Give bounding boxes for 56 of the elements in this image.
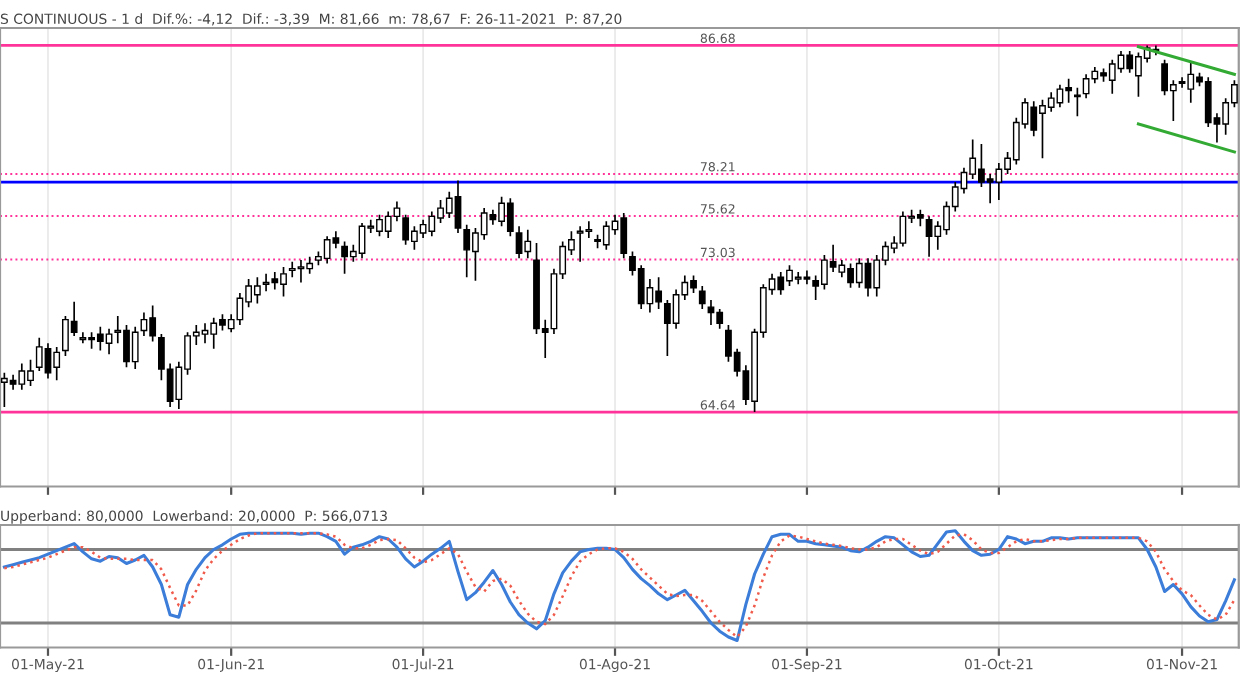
candlestick [384,210,392,239]
candlestick [463,223,471,279]
candlestick [986,173,994,205]
candlestick [585,220,593,239]
candlestick [131,326,139,370]
candlestick [803,269,811,286]
candlestick [515,225,523,260]
candlestick [1161,58,1169,96]
candlestick [620,212,628,260]
candlestick [410,225,418,251]
candlestick [18,362,26,391]
candlestick [777,271,785,296]
candlestick [637,264,645,310]
candlestick [707,299,715,326]
candlestick [96,326,104,352]
candlestick [506,197,514,238]
candlestick [995,162,1003,201]
candlestick [105,327,113,356]
candlestick [1187,61,1195,104]
candlestick [210,317,218,350]
candlestick [262,273,270,293]
candlestick [428,210,436,238]
candlestick [1047,91,1055,113]
candlestick [419,218,427,239]
candlestick [454,179,462,234]
candlestick [253,276,261,305]
candlestick [1178,76,1186,89]
candlestick [576,225,584,263]
candlestick [297,259,305,284]
candlestick [698,285,706,310]
candlestick [149,304,157,343]
candlestick [794,271,802,286]
candlestick [1204,76,1212,128]
candlestick [663,299,671,357]
candlestick [1073,86,1081,118]
candlestick [524,228,532,260]
candlestick [1030,100,1038,138]
candlestick [53,346,61,382]
candlestick [1126,50,1134,74]
candlestick [873,254,881,298]
candlestick [201,322,209,345]
candlestick [323,235,331,265]
candlestick [35,336,43,372]
candlestick [288,260,296,279]
candlestick [44,342,52,380]
candlestick [0,372,8,408]
candlestick [655,276,663,310]
candlestick [602,220,610,251]
candlestick [402,213,410,246]
candlestick [271,271,279,291]
candlestick [672,288,680,330]
candlestick [855,257,863,289]
candlestick [1108,58,1116,95]
candlestick [1056,83,1064,109]
candlestick [716,308,724,330]
candlestick [1065,77,1073,104]
